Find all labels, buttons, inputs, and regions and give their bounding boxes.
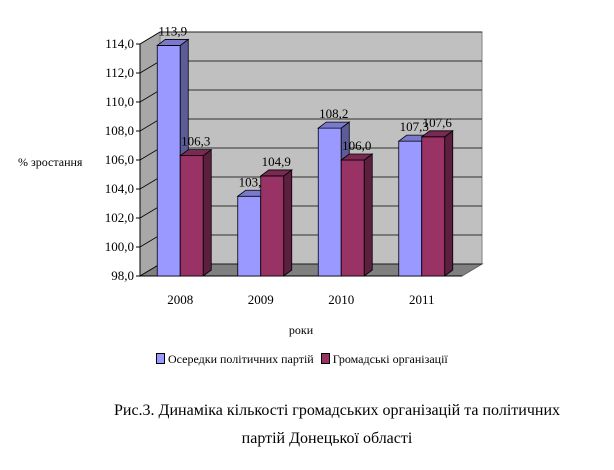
data-label: 106,0 (342, 138, 371, 153)
bar-side-2009-series-2 (283, 169, 293, 277)
data-label: 104,9 (262, 154, 291, 169)
bar-top-2009-series-2 (259, 169, 293, 177)
x-tick-label: 2010 (328, 292, 354, 307)
y-tick-label: 110,0 (105, 94, 134, 109)
legend-item-series-2: Громадські організації (320, 352, 448, 367)
y-tick-label: 114,0 (105, 36, 134, 51)
y-tick-label: 104,0 (105, 181, 134, 196)
chart: 98,0 100,0 102,0 104,0 106,0 108,0 110,0 112,0 1… (18, 23, 484, 337)
bar-2011-series-1 (398, 140, 423, 277)
y-tick-label: 98,0 (111, 268, 134, 283)
bar-2010-series-1 (317, 127, 342, 277)
bar-top-2010-series-2 (340, 153, 374, 161)
legend-item-series-1: Осередки політичних партій (156, 352, 314, 367)
figure-caption-line-2: партій Донецької області (241, 430, 413, 447)
bar-2010-series-2 (340, 159, 365, 277)
legend: Осередки політичних партій Громадські ор… (156, 352, 452, 367)
bar-top-2008-series-2 (179, 149, 213, 157)
y-tick-label: 100,0 (105, 239, 134, 254)
y-tick-label: 106,0 (105, 152, 134, 167)
y-axis-title: % зростання (18, 155, 83, 169)
data-label: 107,3 (400, 119, 429, 134)
y-tick-label: 112,0 (105, 65, 134, 80)
data-label: 106,3 (181, 134, 210, 149)
bar-2009-series-1 (237, 195, 262, 277)
legend-swatch-series-1 (156, 353, 165, 364)
x-tick-label: 2008 (167, 292, 193, 307)
data-label: 113,9 (158, 23, 187, 38)
x-axis-title: роки (289, 323, 314, 337)
x-tick-label: 2011 (409, 292, 435, 307)
gridline (139, 31, 482, 45)
bar-side-2008-series-2 (202, 148, 212, 277)
y-tick-label: 102,0 (105, 210, 134, 225)
bar-2009-series-2 (260, 175, 285, 277)
data-label: 107,6 (423, 115, 453, 130)
data-label: 108,2 (319, 106, 348, 121)
legend-label-series-2: Громадські організації (332, 352, 448, 366)
bar-2011-series-2 (421, 136, 446, 277)
legend-label-series-1: Осередки політичних партій (168, 352, 314, 366)
bar-side-2010-series-2 (363, 153, 373, 277)
legend-swatch-series-2 (320, 353, 330, 364)
bar-top-2011-series-2 (420, 130, 454, 138)
figure-caption-line-1: Рис.3. Динаміка кількості громадських ор… (113, 402, 560, 419)
bar-2008-series-1 (156, 45, 181, 277)
bar-2008-series-2 (179, 155, 204, 277)
bar-top-2008-series-1 (156, 39, 190, 46)
x-tick-label: 2009 (248, 292, 274, 307)
bar-top-2010-series-1 (317, 121, 351, 129)
y-tick-label: 108,0 (105, 123, 134, 138)
bar-side-2011-series-2 (444, 130, 454, 277)
